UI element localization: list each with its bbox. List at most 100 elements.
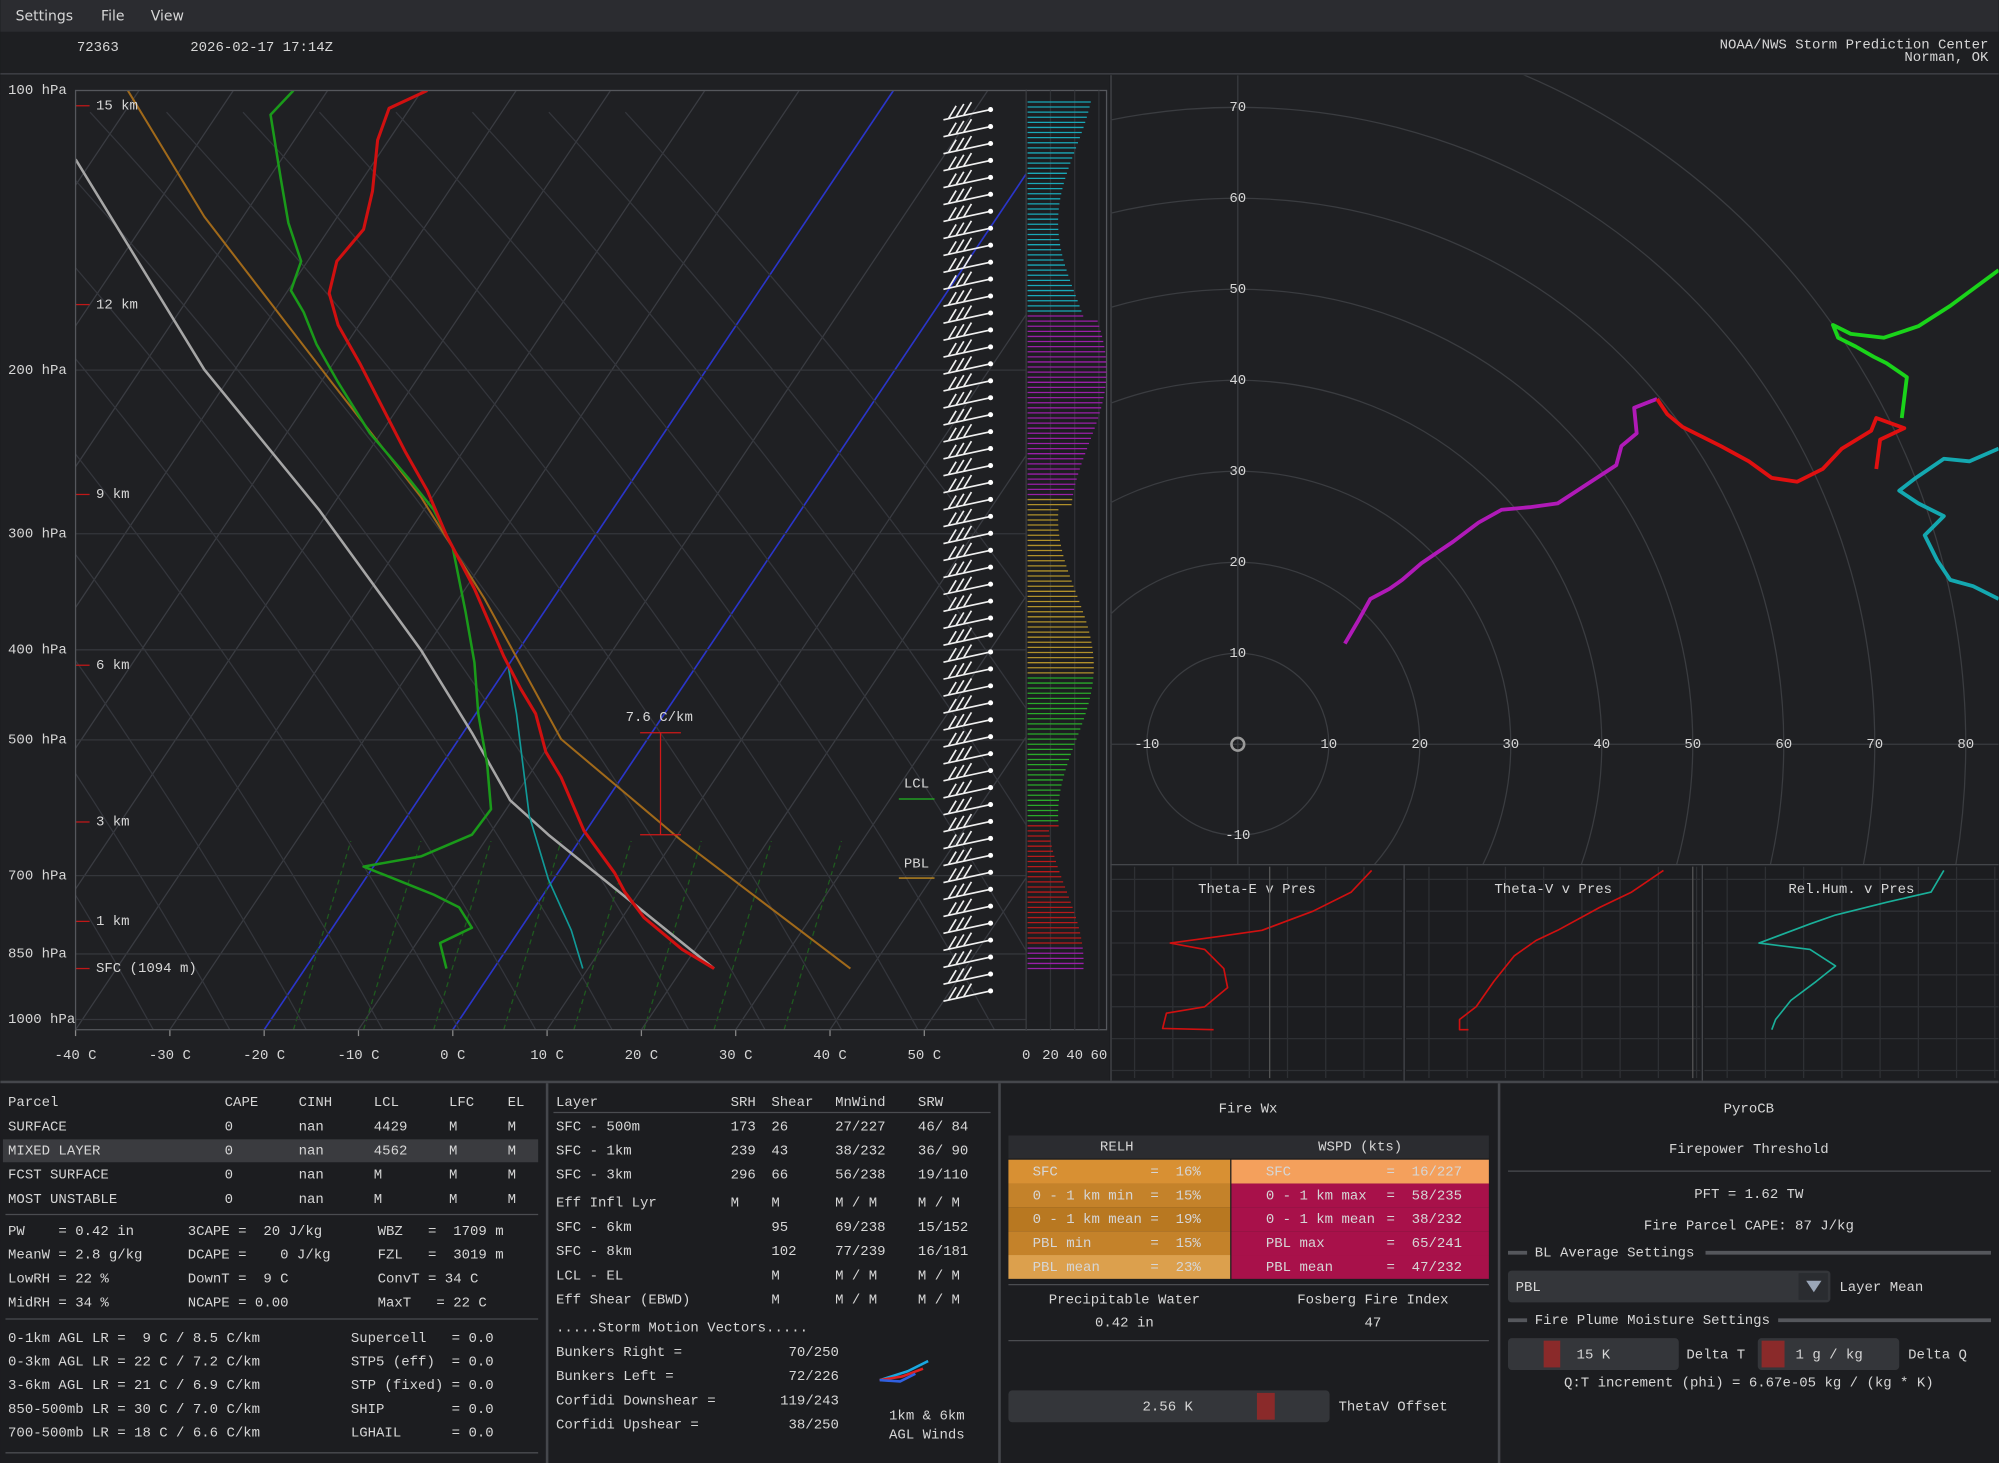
temp-label: 40 C xyxy=(813,1048,847,1064)
mixing-ratio xyxy=(433,840,492,1030)
wind-barb xyxy=(943,871,991,884)
motion-value: 70/250 xyxy=(789,1345,839,1361)
table-cell: LCL - EL xyxy=(556,1268,623,1284)
profile-trace xyxy=(1161,869,1373,1031)
table-cell: Eff Shear (EBWD) xyxy=(556,1293,690,1309)
table-cell[interactable]: SURFACE xyxy=(8,1119,67,1135)
panel-title: PyroCB xyxy=(1724,1101,1774,1117)
divider xyxy=(545,1083,549,1463)
wind-barb xyxy=(963,508,973,523)
table-cell: M xyxy=(508,1168,516,1184)
table-header: Shear xyxy=(771,1095,813,1111)
wind-barb xyxy=(943,634,991,647)
wind-barb xyxy=(943,617,991,630)
table-cell[interactable]: MIXED LAYER xyxy=(8,1143,101,1159)
profile-trace xyxy=(1758,869,1945,1030)
wind-barb xyxy=(963,406,973,421)
wind-barb xyxy=(955,340,965,355)
wind-barb xyxy=(943,108,991,121)
slider-handle[interactable] xyxy=(1761,1340,1785,1368)
wind-barb xyxy=(963,152,973,167)
wind-barb xyxy=(947,257,957,272)
table-cell: 27/227 xyxy=(835,1119,885,1135)
temperature-trace xyxy=(327,90,715,970)
inset-frame xyxy=(1025,89,1108,1031)
wind-barb xyxy=(963,254,973,268)
panel-title: Fire Wx xyxy=(1219,1101,1278,1117)
wind-barb xyxy=(955,967,965,982)
table-cell: 43 xyxy=(771,1143,788,1159)
table-cell: 69/238 xyxy=(835,1220,885,1236)
table-cell: 4429 xyxy=(374,1119,408,1135)
wind-barb xyxy=(963,610,973,624)
mixing-ratio xyxy=(503,840,562,1030)
wind-barb xyxy=(943,142,991,155)
wind-barb xyxy=(963,339,973,353)
wind-barb xyxy=(955,628,965,643)
table-cell: = 16% xyxy=(1150,1165,1201,1181)
wind-barb xyxy=(943,939,991,952)
y-tick-label: 10 xyxy=(1229,646,1246,662)
menu-item[interactable]: File xyxy=(101,9,124,25)
wind-barb-base xyxy=(988,852,994,858)
slider-handle[interactable] xyxy=(1543,1340,1561,1368)
table-cell[interactable]: MOST UNSTABLE xyxy=(8,1192,117,1208)
slider-label: Delta Q xyxy=(1908,1347,1967,1363)
stat: MaxT = 22 C xyxy=(378,1295,487,1311)
table-cell: M xyxy=(508,1119,516,1135)
table-cell: 66 xyxy=(771,1168,788,1184)
relh-row xyxy=(1008,1159,1231,1184)
mixing-ratio xyxy=(362,840,422,1030)
menu-item[interactable]: View xyxy=(151,9,184,25)
profile-trace xyxy=(1458,869,1664,1031)
wind-barb-base xyxy=(988,225,994,231)
slider[interactable] xyxy=(1757,1338,1900,1370)
wind-barb xyxy=(947,427,957,441)
dry-adiabat xyxy=(75,453,460,1030)
wind-barb xyxy=(943,261,991,274)
wind-barb xyxy=(963,881,973,896)
slider-handle[interactable] xyxy=(1256,1392,1275,1420)
table-cell: = 58/235 xyxy=(1386,1188,1462,1204)
wind-barb xyxy=(943,600,991,613)
table-cell: M xyxy=(731,1196,739,1212)
wind-barb xyxy=(943,769,991,782)
wind-barb xyxy=(943,685,991,697)
wind-barb xyxy=(955,595,965,609)
wind-barb-base xyxy=(988,801,994,808)
wind-barb xyxy=(943,837,991,850)
wind-barb xyxy=(943,481,991,494)
origin-marker xyxy=(1230,736,1246,752)
wind-barb xyxy=(947,868,957,882)
wind-barb xyxy=(947,647,957,662)
range-ring xyxy=(1110,470,1512,865)
menu-item[interactable]: Settings xyxy=(16,9,73,25)
table-cell: PBL mean xyxy=(1033,1260,1100,1276)
dropdown[interactable] xyxy=(1507,1270,1831,1303)
slider[interactable] xyxy=(1008,1390,1330,1423)
wind-barb xyxy=(947,529,957,543)
wind-barb xyxy=(955,900,965,914)
wind-barb xyxy=(947,122,957,136)
wind-barb xyxy=(943,583,991,596)
wind-barb xyxy=(955,273,965,287)
wind-barb xyxy=(955,832,965,846)
x-tick-label: 70 xyxy=(1866,737,1883,753)
wind-barb xyxy=(943,430,991,443)
y-tick-label: 60 xyxy=(1229,191,1246,207)
dropdown-value[interactable]: PBL xyxy=(1516,1280,1541,1296)
wind-barb xyxy=(955,764,965,779)
wind-barb xyxy=(947,885,957,899)
slider-value: 15 K xyxy=(1577,1347,1611,1363)
skewt-plot xyxy=(75,90,1027,1030)
profile-title: Theta-V v Pres xyxy=(1494,882,1612,898)
table-cell: 239 xyxy=(731,1143,756,1159)
dry-adiabat xyxy=(318,111,995,1030)
wind-barb xyxy=(963,661,973,675)
table-cell[interactable]: FCST SURFACE xyxy=(8,1168,109,1184)
y-tick-label: 20 xyxy=(1229,555,1246,571)
wind-barb xyxy=(943,651,991,663)
wind-barb xyxy=(955,713,965,728)
wind-barb xyxy=(963,745,973,760)
